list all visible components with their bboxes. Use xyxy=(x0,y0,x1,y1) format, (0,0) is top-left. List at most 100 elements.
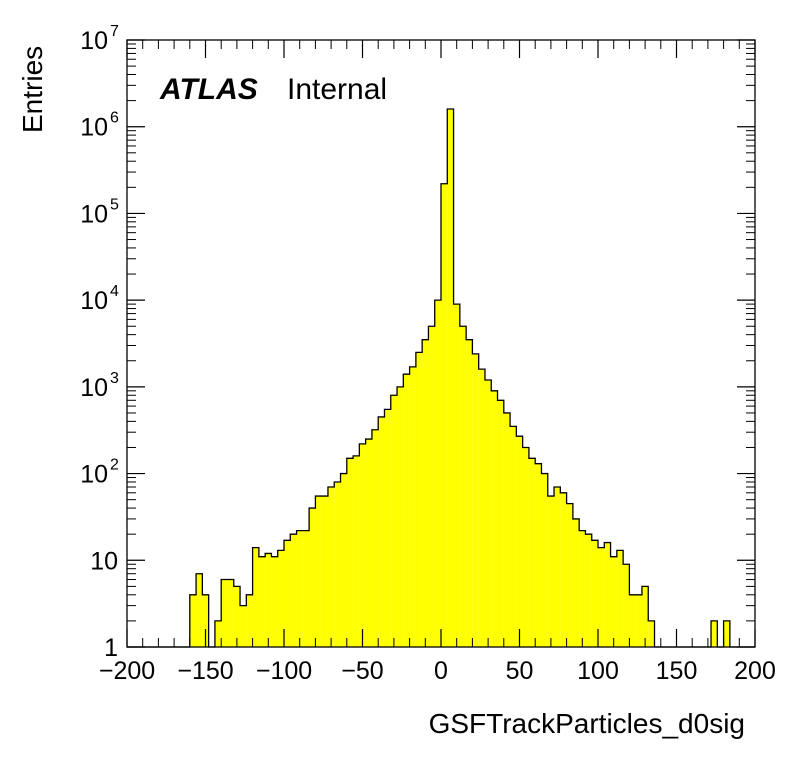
histogram-bin xyxy=(346,458,354,647)
histogram-bars xyxy=(189,109,730,648)
histogram-bin xyxy=(290,534,297,647)
histogram-bin xyxy=(610,556,617,647)
histogram-bin xyxy=(258,556,266,647)
histogram-bin xyxy=(497,400,504,647)
y-tick-label: 10 xyxy=(80,374,108,402)
histogram-bin xyxy=(648,620,655,647)
histogram-bin xyxy=(484,379,492,647)
histogram-bin xyxy=(227,579,234,647)
histogram-bin xyxy=(528,458,536,647)
histogram-bin xyxy=(384,409,391,647)
histogram-bin xyxy=(309,508,316,647)
histogram-bin xyxy=(604,542,611,647)
y-tick-label: 10 xyxy=(80,461,108,489)
histogram-bin xyxy=(572,518,580,647)
histogram-bin xyxy=(510,426,517,647)
x-tick-label: −200 xyxy=(99,657,155,685)
x-axis: −200 −150 −100 −50 0 50 100 150 200 xyxy=(99,40,776,685)
y-tick-exponent: 2 xyxy=(110,457,119,474)
atlas-label: ATLAS xyxy=(159,73,258,106)
histogram-bin xyxy=(371,429,379,647)
histogram-bin xyxy=(522,447,529,647)
y-axis-title: Entries xyxy=(17,46,48,133)
y-tick-exponent: 4 xyxy=(110,283,119,300)
histogram-bin xyxy=(271,556,278,647)
histogram-bin xyxy=(503,412,511,647)
histogram-bin xyxy=(434,300,441,647)
histogram-bin xyxy=(327,487,335,647)
histogram-bin xyxy=(547,496,555,647)
y-tick-exponent: 7 xyxy=(110,23,119,40)
histogram-bin xyxy=(711,620,718,647)
histogram-bin xyxy=(365,439,372,647)
y-tick-label: 10 xyxy=(80,114,108,142)
histogram-bin xyxy=(516,436,523,647)
histogram-bin xyxy=(302,530,310,647)
histogram-bin xyxy=(472,353,479,647)
internal-label: Internal xyxy=(287,73,387,106)
histogram-bin xyxy=(196,573,203,647)
y-tick-label: 10 xyxy=(80,200,108,228)
histogram-bin xyxy=(277,550,284,647)
histogram-bin xyxy=(616,550,624,647)
x-tick-label: 0 xyxy=(434,657,448,685)
histogram-bin xyxy=(221,579,228,647)
histogram-bin xyxy=(415,352,423,647)
histogram-bin xyxy=(459,326,467,647)
y-tick-exponent: 3 xyxy=(110,370,119,387)
histogram-bin xyxy=(623,564,630,647)
histogram-outline xyxy=(127,108,755,648)
histogram-bin xyxy=(629,594,636,647)
x-tick-label: 150 xyxy=(656,657,698,685)
y-tick-exponent: 5 xyxy=(110,196,119,213)
histogram-bin xyxy=(246,594,253,647)
histogram-bin xyxy=(409,366,416,647)
histogram-bin xyxy=(447,109,454,648)
histogram-bin xyxy=(566,503,573,647)
histogram-bin xyxy=(466,339,473,647)
histogram-bin xyxy=(397,386,404,647)
histogram-bin xyxy=(296,530,303,647)
histogram-bin xyxy=(321,496,328,647)
y-tick-label: 10 xyxy=(80,287,108,315)
histogram-bin xyxy=(641,586,649,647)
histogram-bin xyxy=(378,416,385,647)
histogram-bin xyxy=(284,540,291,647)
histogram-bin xyxy=(579,530,586,647)
histogram-bin xyxy=(635,594,642,647)
histogram-bin xyxy=(202,594,209,647)
histogram-bin xyxy=(541,473,548,647)
x-tick-label: −150 xyxy=(177,657,233,685)
y-tick-label: 10 xyxy=(80,27,108,55)
histogram-bin xyxy=(403,374,410,647)
histogram-bin xyxy=(359,443,366,647)
histogram-bin xyxy=(240,605,247,647)
histogram-bin xyxy=(554,487,561,647)
histogram-bin xyxy=(535,463,542,647)
histogram-bin xyxy=(353,455,360,647)
x-tick-label: −50 xyxy=(341,657,383,685)
x-tick-label: 50 xyxy=(506,657,534,685)
histogram-bin xyxy=(560,492,567,647)
histogram-bin xyxy=(723,620,730,647)
histogram-bin xyxy=(598,547,605,647)
x-tick-label: 200 xyxy=(734,657,776,685)
histogram-bin xyxy=(428,326,435,647)
y-tick-label: 10 xyxy=(90,547,118,575)
x-tick-label: −100 xyxy=(256,657,312,685)
histogram-bin xyxy=(441,183,448,647)
histogram-bin xyxy=(591,540,598,647)
histogram-bin xyxy=(315,496,322,647)
histogram-bin xyxy=(585,534,592,647)
histogram-bin xyxy=(252,547,259,647)
histogram-bin xyxy=(233,586,241,647)
histogram-bin xyxy=(478,369,485,647)
y-tick-exponent: 6 xyxy=(110,110,119,127)
histogram-bin xyxy=(422,339,429,647)
histogram-bin xyxy=(491,390,498,647)
histogram-bin xyxy=(453,304,460,647)
histogram-bin xyxy=(390,395,398,647)
histogram-bin xyxy=(265,553,272,647)
